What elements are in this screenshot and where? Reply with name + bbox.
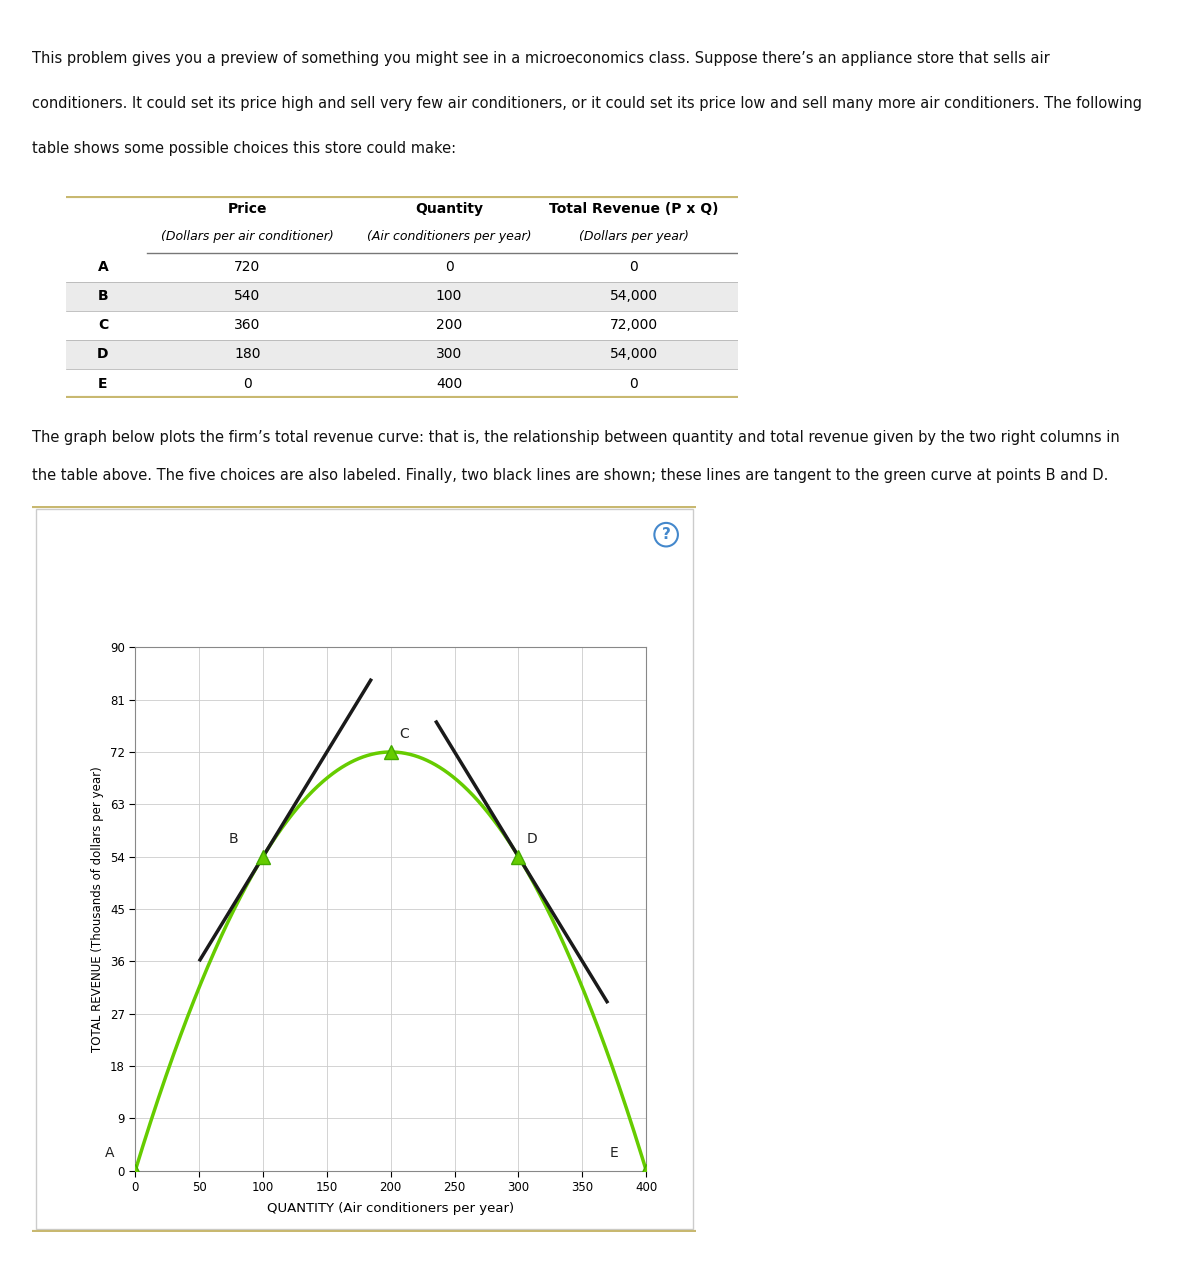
Text: Total Revenue (P x Q): Total Revenue (P x Q): [550, 202, 719, 216]
Text: C: C: [400, 727, 409, 741]
Text: 0: 0: [445, 260, 454, 274]
Text: A: A: [97, 260, 108, 274]
Text: (Dollars per air conditioner): (Dollars per air conditioner): [161, 230, 334, 243]
Y-axis label: TOTAL REVENUE (Thousands of dollars per year): TOTAL REVENUE (Thousands of dollars per …: [91, 766, 104, 1052]
Text: 54,000: 54,000: [610, 348, 658, 362]
Text: 540: 540: [234, 289, 260, 303]
Text: The graph below plots the firm’s total revenue curve: that is, the relationship : The graph below plots the firm’s total r…: [32, 430, 1120, 445]
Text: 300: 300: [436, 348, 462, 362]
Text: 200: 200: [436, 319, 462, 332]
Text: A: A: [104, 1145, 114, 1159]
Text: table shows some possible choices this store could make:: table shows some possible choices this s…: [32, 140, 456, 155]
Text: 400: 400: [436, 377, 462, 391]
Text: D: D: [97, 348, 109, 362]
FancyBboxPatch shape: [36, 509, 692, 1229]
Text: Price: Price: [228, 202, 268, 216]
Text: the table above. The five choices are also labeled. Finally, two black lines are: the table above. The five choices are al…: [32, 468, 1109, 483]
Text: 720: 720: [234, 260, 260, 274]
Text: D: D: [527, 832, 538, 846]
Text: 0: 0: [630, 377, 638, 391]
Text: Quantity: Quantity: [415, 202, 484, 216]
Text: 360: 360: [234, 319, 260, 332]
Text: B: B: [97, 289, 108, 303]
Text: 0: 0: [630, 260, 638, 274]
Text: 54,000: 54,000: [610, 289, 658, 303]
Text: conditioners. It could set its price high and sell very few air conditioners, or: conditioners. It could set its price hig…: [32, 96, 1142, 111]
Text: (Dollars per year): (Dollars per year): [578, 230, 689, 243]
Text: 72,000: 72,000: [610, 319, 658, 332]
Text: 0: 0: [244, 377, 252, 391]
Bar: [66, 340, 738, 369]
Text: (Air conditioners per year): (Air conditioners per year): [367, 230, 532, 243]
Text: E: E: [610, 1145, 618, 1159]
Bar: [66, 282, 738, 311]
Text: 100: 100: [436, 289, 462, 303]
X-axis label: QUANTITY (Air conditioners per year): QUANTITY (Air conditioners per year): [268, 1202, 515, 1216]
Text: C: C: [98, 319, 108, 332]
Text: 180: 180: [234, 348, 260, 362]
Text: ?: ?: [661, 527, 671, 542]
Text: E: E: [98, 377, 108, 391]
Text: B: B: [228, 832, 238, 846]
Text: This problem gives you a preview of something you might see in a microeconomics : This problem gives you a preview of some…: [32, 51, 1050, 66]
